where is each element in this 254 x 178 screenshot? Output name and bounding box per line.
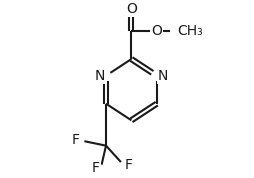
Text: F: F <box>124 158 132 172</box>
Text: N: N <box>95 69 105 83</box>
Text: F: F <box>92 161 100 175</box>
Text: O: O <box>126 2 137 16</box>
Text: O: O <box>151 24 162 38</box>
Text: N: N <box>158 69 168 83</box>
Text: CH₃: CH₃ <box>178 24 203 38</box>
Text: F: F <box>72 134 80 147</box>
